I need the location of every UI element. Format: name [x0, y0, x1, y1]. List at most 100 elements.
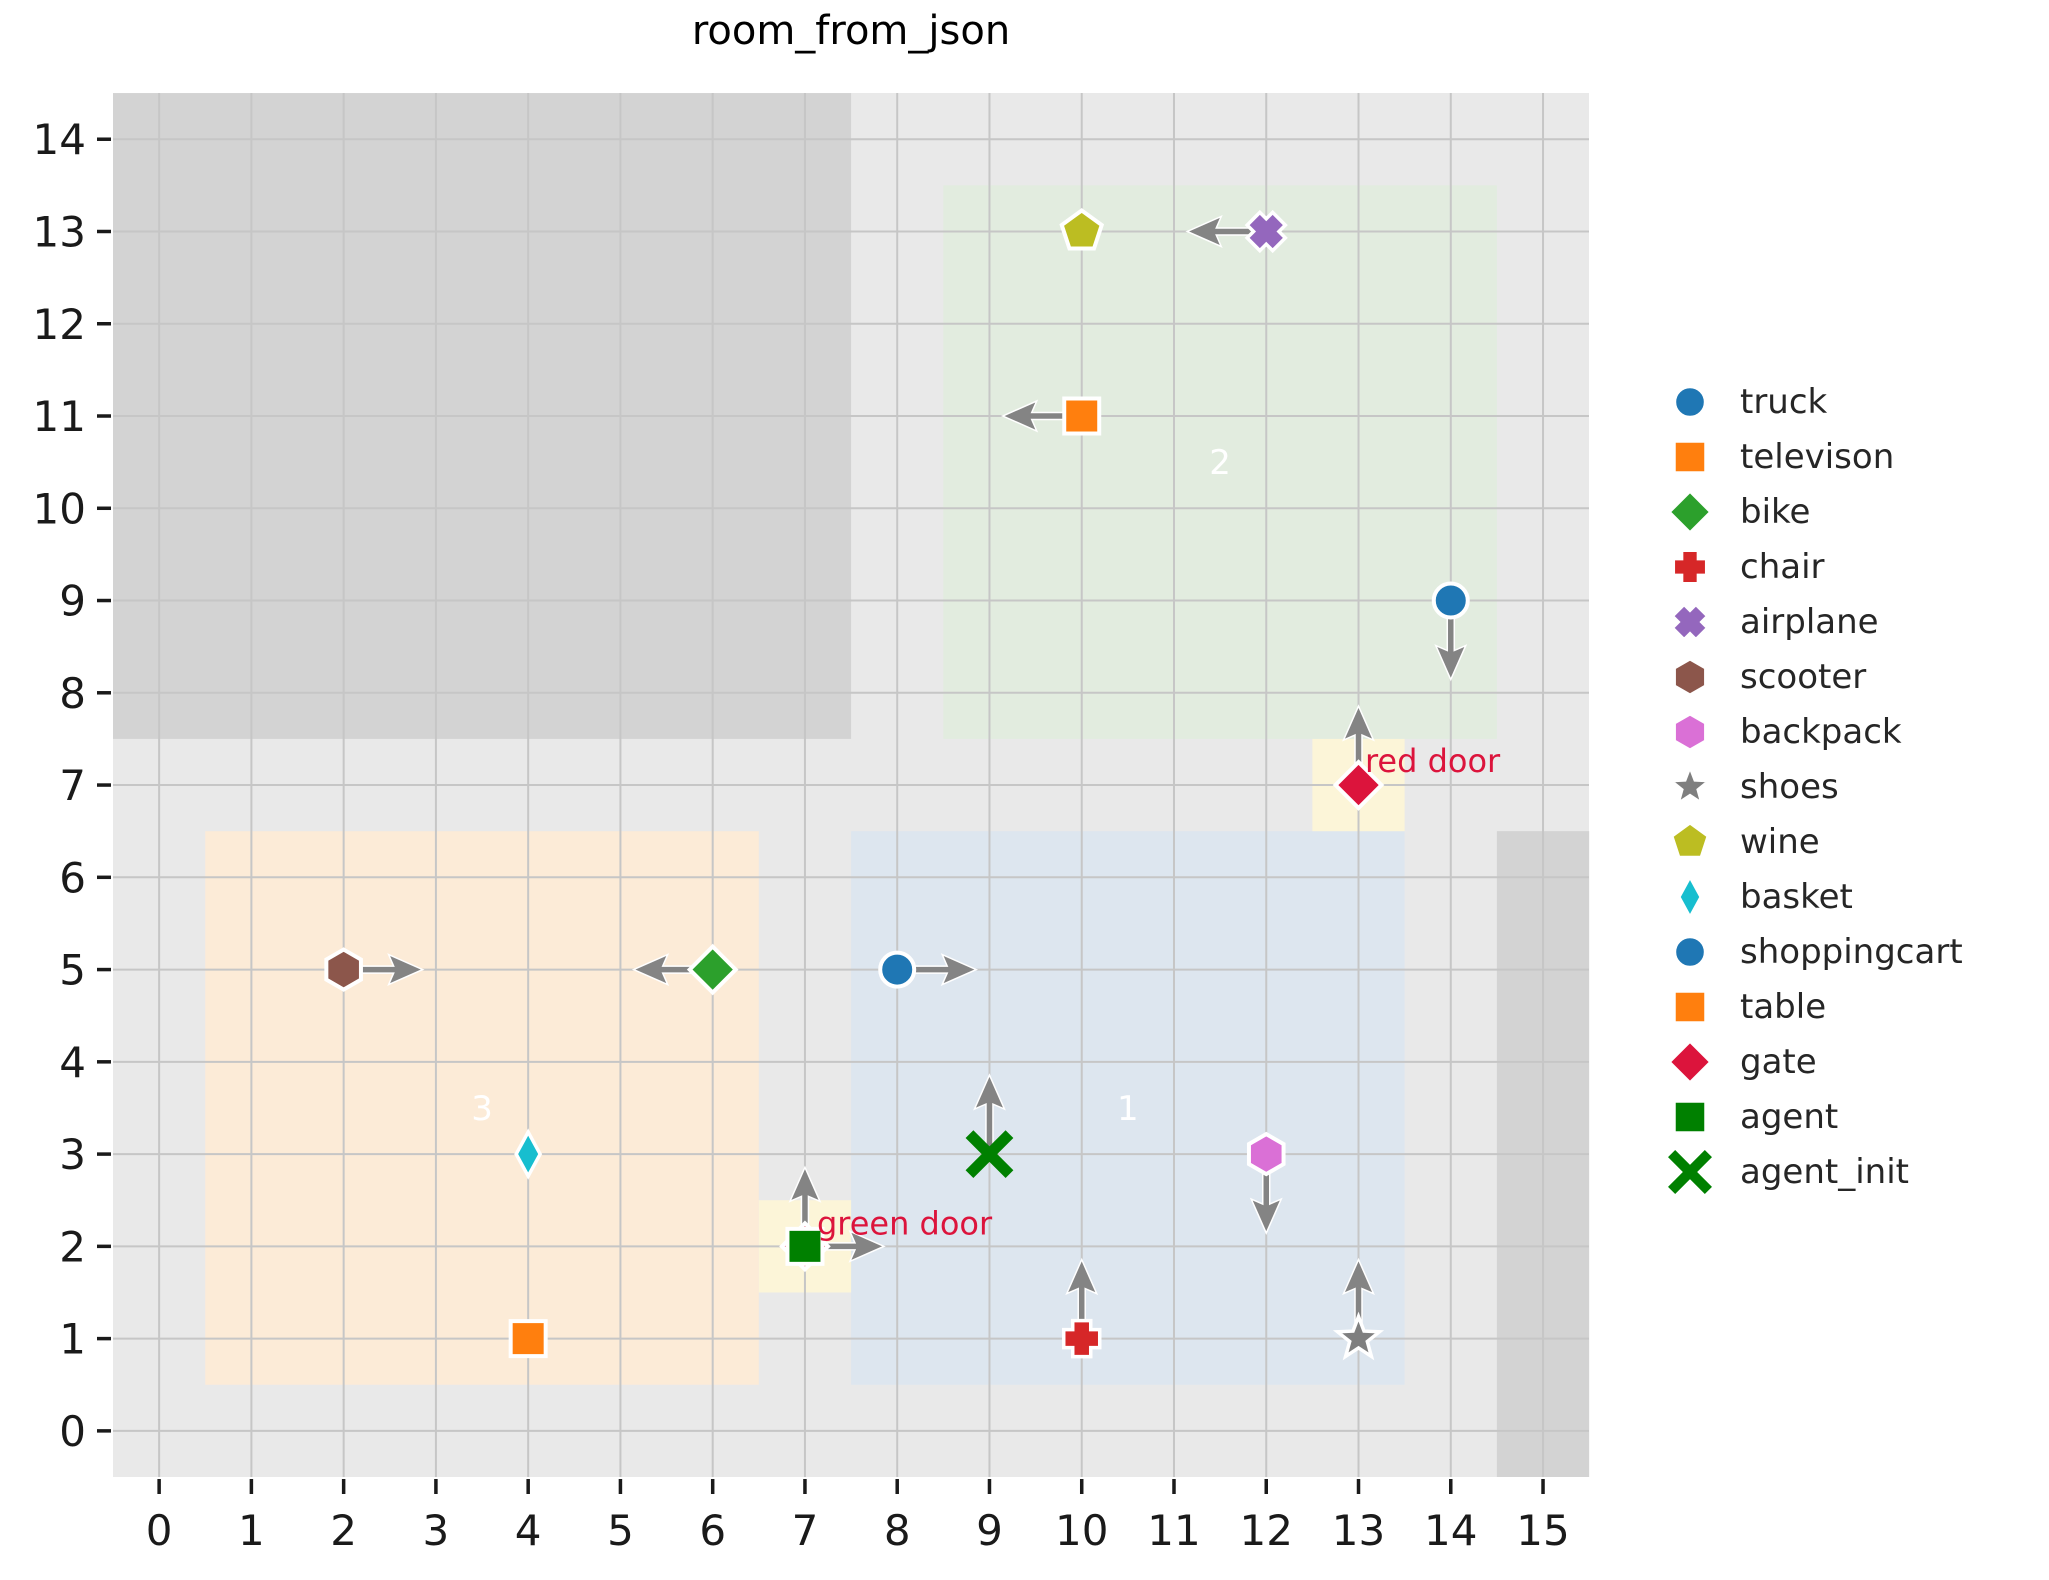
- x-tick-label-4: 4: [515, 1506, 542, 1555]
- marker-chair: [1061, 1318, 1102, 1359]
- legend-marker-shoes-icon: [1666, 761, 1714, 807]
- legend-item-agent: agent: [1662, 1089, 1963, 1144]
- x-tick-label-7: 7: [792, 1506, 819, 1555]
- x-tick-label-11: 11: [1147, 1506, 1200, 1555]
- legend-label-backpack: backpack: [1740, 711, 1902, 752]
- legend-marker-shoppingcart-icon: [1672, 934, 1708, 969]
- legend-marker-truck-icon: [1672, 384, 1708, 419]
- y-tick-label-1: 1: [59, 1315, 86, 1364]
- legend-item-table: table: [1662, 979, 1963, 1034]
- marker-televison: [1062, 396, 1102, 436]
- legend-label-scooter: scooter: [1740, 656, 1867, 697]
- y-tick-label-11: 11: [33, 392, 86, 441]
- legend-item-televison: televison: [1662, 429, 1963, 484]
- marker-agent: [785, 1226, 825, 1266]
- y-tick-label-4: 4: [59, 1038, 86, 1087]
- x-tick-label-15: 15: [1516, 1506, 1569, 1555]
- legend-label-agent: agent: [1740, 1096, 1839, 1137]
- legend-label-airplane: airplane: [1740, 601, 1879, 642]
- x-tick-label-13: 13: [1332, 1506, 1385, 1555]
- x-tick-label-2: 2: [330, 1506, 357, 1555]
- legend-item-wine: wine: [1662, 814, 1963, 869]
- chart-title: room_from_json: [691, 8, 1011, 54]
- legend-marker-agent-icon: [1672, 1098, 1708, 1135]
- legend-label-wine: wine: [1740, 821, 1820, 862]
- legend-item-chair: chair: [1662, 539, 1963, 594]
- x-tick-label-5: 5: [607, 1506, 634, 1555]
- legend-item-shoes: shoes: [1662, 759, 1963, 814]
- legend-label-basket: basket: [1740, 876, 1853, 917]
- marker-backpack: [1246, 1131, 1286, 1177]
- x-tick-label-14: 14: [1424, 1506, 1477, 1555]
- room-1: [851, 831, 1405, 1385]
- x-tick-label-10: 10: [1055, 1506, 1108, 1555]
- y-tick-label-13: 13: [33, 207, 86, 256]
- marker-table: [508, 1319, 548, 1359]
- y-tick-label-5: 5: [59, 946, 86, 995]
- legend-marker-airplane-icon: [1670, 601, 1710, 642]
- legend-item-shoppingcart: shoppingcart: [1662, 924, 1963, 979]
- legend-item-scooter: scooter: [1662, 649, 1963, 704]
- marker-airplane: [1244, 209, 1288, 254]
- legend-marker-bike-icon: [1666, 487, 1714, 536]
- marker-truck: [1431, 581, 1470, 620]
- y-tick-label-2: 2: [59, 1222, 86, 1271]
- marker-gate-red-door: [1332, 759, 1385, 811]
- legend-item-agent_init: agent_init: [1662, 1144, 1963, 1199]
- legend-item-airplane: airplane: [1662, 594, 1963, 649]
- y-tick-label-0: 0: [59, 1407, 86, 1456]
- marker-agent_init: [965, 1130, 1014, 1178]
- door-label-red-door: red door: [1365, 742, 1501, 780]
- legend: truck televison bike chair airplane scooter ba…: [1662, 374, 1963, 1199]
- x-tick-label-3: 3: [423, 1506, 450, 1555]
- y-tick-label-7: 7: [59, 761, 86, 810]
- legend-item-basket: basket: [1662, 869, 1963, 924]
- marker-scooter: [324, 947, 363, 992]
- marker-basket: [514, 1128, 543, 1180]
- legend-item-bike: bike: [1662, 484, 1963, 539]
- legend-item-gate: gate: [1662, 1034, 1963, 1089]
- x-tick-label-1: 1: [238, 1506, 265, 1555]
- room-label-1: 1: [1117, 1089, 1139, 1129]
- legend-label-agent_init: agent_init: [1740, 1151, 1909, 1192]
- y-tick-label-10: 10: [33, 484, 86, 533]
- legend-marker-wine-icon: [1669, 819, 1711, 859]
- legend-item-backpack: backpack: [1662, 704, 1963, 759]
- legend-marker-agent_init-icon: [1668, 1149, 1712, 1194]
- legend-marker-basket-icon: [1677, 872, 1703, 921]
- y-tick-label-8: 8: [59, 669, 86, 718]
- legend-label-truck: truck: [1740, 381, 1828, 422]
- marker-shoppingcart: [878, 950, 917, 989]
- x-tick-label-8: 8: [884, 1506, 911, 1555]
- room-label-2: 2: [1209, 443, 1231, 483]
- y-tick-label-3: 3: [59, 1130, 86, 1179]
- marker-shoes: [1332, 1311, 1385, 1361]
- x-tick-label-0: 0: [146, 1506, 173, 1555]
- legend-label-shoppingcart: shoppingcart: [1740, 931, 1963, 972]
- legend-label-bike: bike: [1740, 491, 1811, 532]
- x-tick-label-12: 12: [1240, 1506, 1293, 1555]
- room-2: [943, 185, 1497, 739]
- legend-marker-backpack-icon: [1672, 710, 1708, 753]
- room-label-3: 3: [471, 1089, 493, 1129]
- marker-wine: [1059, 208, 1105, 251]
- y-tick-label-14: 14: [33, 115, 86, 164]
- legend-label-chair: chair: [1740, 546, 1825, 587]
- room-3: [205, 831, 759, 1385]
- legend-label-table: table: [1740, 986, 1827, 1027]
- legend-marker-scooter-icon: [1672, 655, 1708, 698]
- x-tick-label-6: 6: [699, 1506, 726, 1555]
- legend-label-shoes: shoes: [1740, 766, 1839, 807]
- y-tick-label-6: 6: [59, 853, 86, 902]
- legend-label-televison: televison: [1740, 436, 1895, 477]
- marker-bike: [686, 943, 739, 996]
- legend-item-truck: truck: [1662, 374, 1963, 429]
- x-tick-label-9: 9: [976, 1506, 1003, 1555]
- y-tick-label-12: 12: [33, 300, 86, 349]
- legend-label-gate: gate: [1740, 1041, 1817, 1082]
- legend-marker-televison-icon: [1672, 438, 1708, 475]
- door-label-green-door: green door: [817, 1204, 993, 1242]
- legend-marker-table-icon: [1672, 988, 1708, 1025]
